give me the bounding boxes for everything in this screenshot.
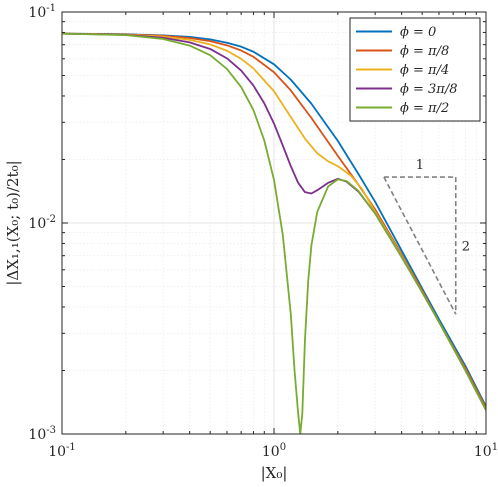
legend-label-2: ϕ = π/4 xyxy=(400,63,449,78)
legend: ϕ = 0 ϕ = π/8 ϕ = π/4 ϕ = 3π/8 ϕ = π/2 xyxy=(349,17,481,122)
x-tick-label: 100 xyxy=(262,442,286,460)
x-axis-label: |X₀| xyxy=(261,464,288,482)
y-axis-label: |ΔX₁,₁(X₀; t₀)/2t₀| xyxy=(4,160,22,285)
slope-run-label: 1 xyxy=(416,158,424,173)
series-line-1 xyxy=(62,32,486,409)
legend-label-4: ϕ = π/2 xyxy=(400,101,449,116)
legend-label-3: ϕ = 3π/8 xyxy=(400,82,457,97)
x-tick-label: 10-1 xyxy=(48,442,76,460)
axis-ticks xyxy=(61,11,487,435)
x-tick-label: 101 xyxy=(474,442,498,460)
slope-rise-label: 2 xyxy=(462,240,470,255)
series-lines xyxy=(62,32,486,434)
slope-triangle: 12 xyxy=(383,158,470,315)
legend-label-0: ϕ = 0 xyxy=(400,25,436,40)
series-line-4 xyxy=(62,32,486,434)
y-tick-label: 10-1 xyxy=(28,3,56,21)
series-line-0 xyxy=(62,32,486,407)
y-tick-label: 10-2 xyxy=(28,214,56,232)
slope-hypotenuse-line xyxy=(383,176,457,315)
legend-label-1: ϕ = π/8 xyxy=(400,44,449,59)
y-tick-label: 10-3 xyxy=(28,425,56,443)
